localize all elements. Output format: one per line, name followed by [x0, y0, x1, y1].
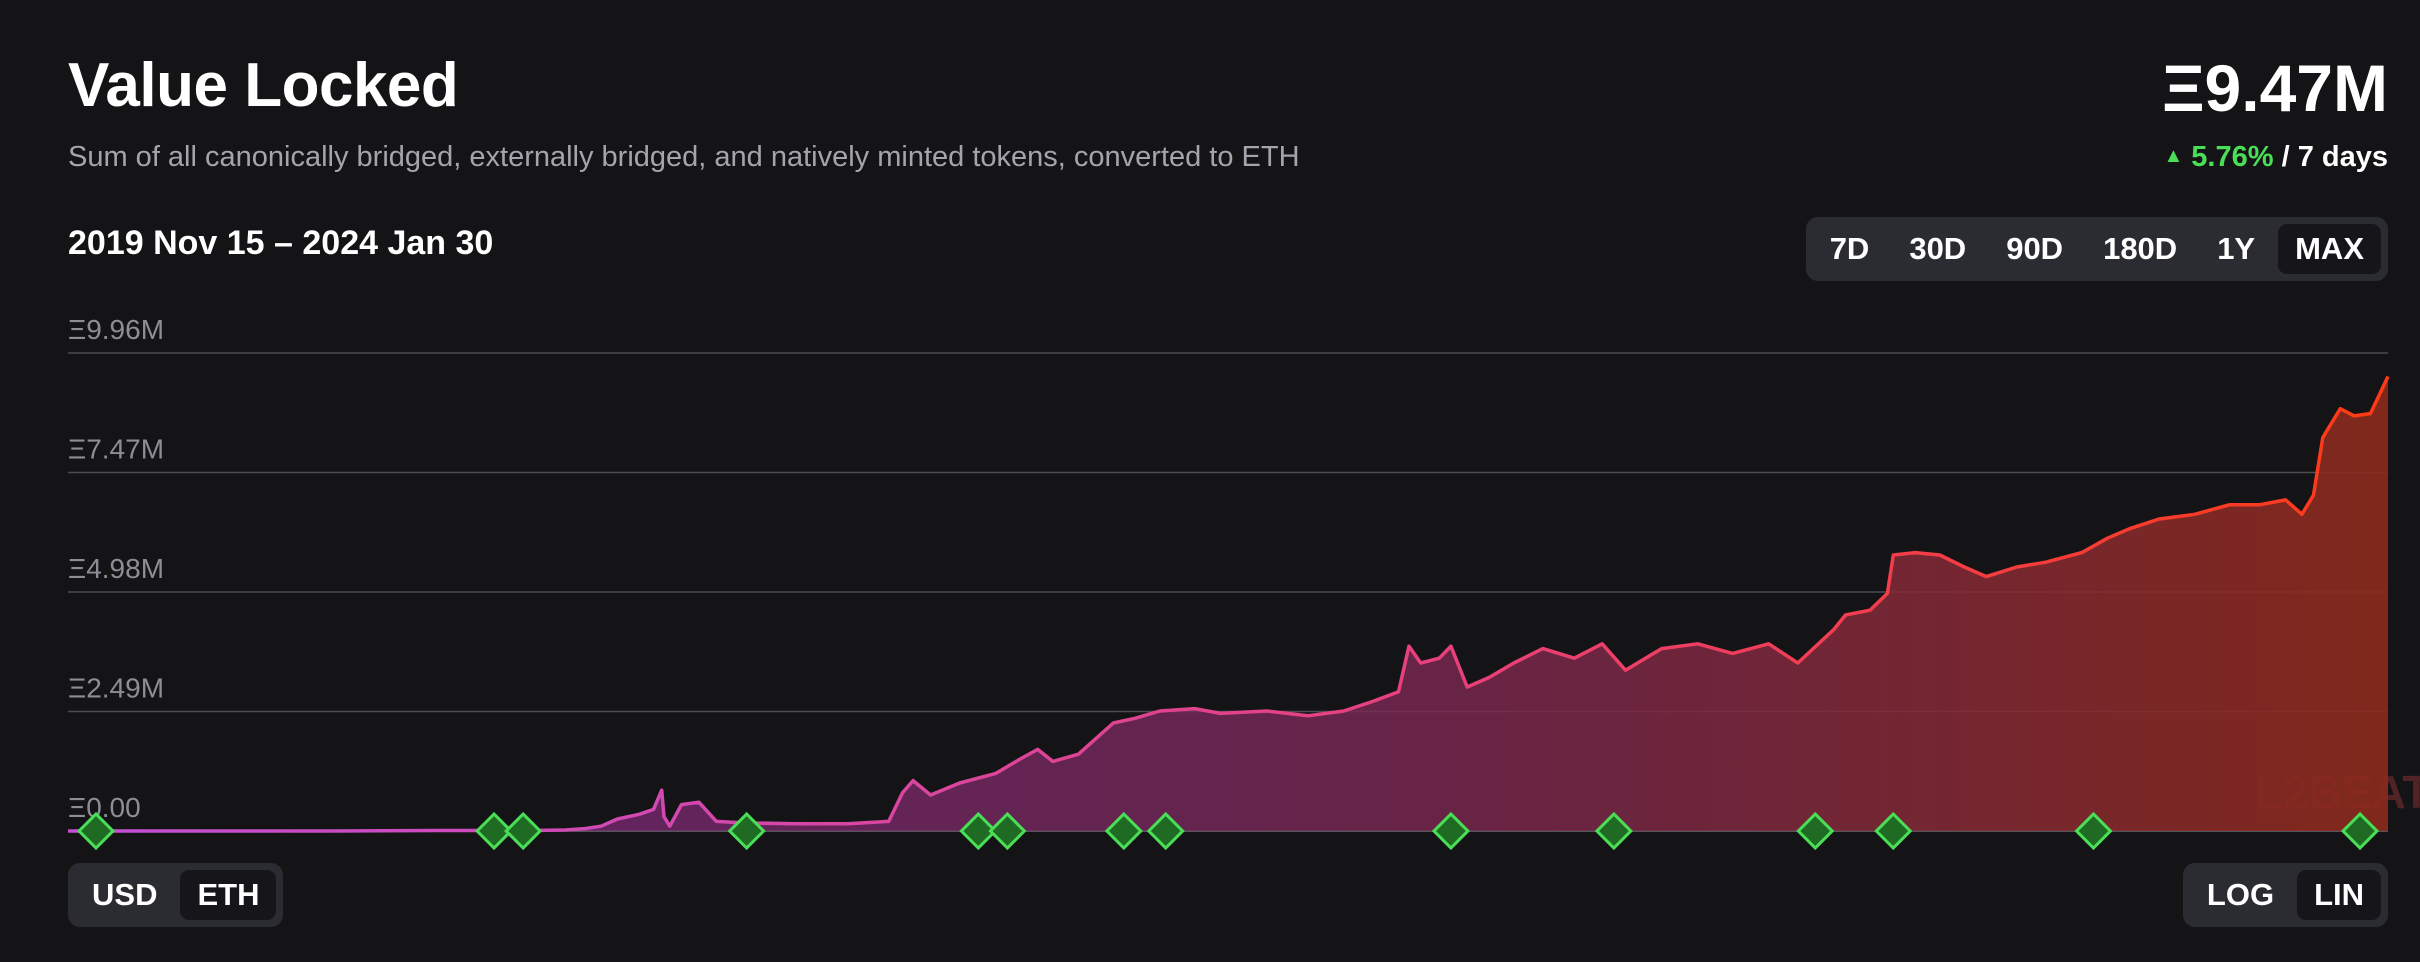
milestone-marker[interactable] — [727, 811, 766, 851]
milestone-marker[interactable] — [2074, 811, 2113, 851]
milestone-marker[interactable] — [1104, 811, 1143, 851]
milestone-marker[interactable] — [474, 811, 514, 851]
range-option-max[interactable]: MAX — [2278, 224, 2381, 274]
date-range: 2019 Nov 15 – 2024 Jan 30 — [68, 224, 494, 262]
area-fill — [68, 376, 2388, 831]
scale-toggle: LOG LIN — [2182, 863, 2388, 927]
series-line — [68, 375, 2390, 833]
range-option-1y[interactable]: 1Y — [2217, 231, 2256, 266]
milestone-marker[interactable] — [1594, 811, 1633, 851]
range-option-7d[interactable]: 7D — [1829, 231, 1870, 266]
milestone-marker[interactable] — [504, 811, 543, 851]
total-value: Ξ9.47M — [2162, 51, 2388, 125]
y-tick-label: Ξ2.49M — [68, 673, 164, 704]
unit-option-usd[interactable]: USD — [92, 877, 158, 912]
y-tick-label: Ξ9.96M — [68, 314, 164, 345]
unit-toggle: USD ETH — [68, 863, 284, 927]
page-title: Value Locked — [68, 51, 459, 120]
milestone-marker[interactable] — [76, 811, 116, 851]
scale-option-lin[interactable]: LIN — [2297, 870, 2381, 920]
y-axis: Ξ0.00 Ξ2.49M Ξ4.98M Ξ7.47M Ξ9.96M — [68, 314, 164, 823]
y-tick-label: Ξ0.00 — [68, 792, 141, 823]
range-option-30d[interactable]: 30D — [1909, 231, 1967, 266]
page-subtitle: Sum of all canonically bridged, external… — [68, 141, 1300, 173]
change-period: / 7 days — [2281, 141, 2388, 173]
y-tick-label: Ξ7.47M — [68, 434, 164, 465]
milestone-marker[interactable] — [1146, 811, 1185, 851]
arrow-up-icon: ▲ — [2163, 145, 2184, 167]
milestones — [76, 811, 2380, 851]
milestone-marker[interactable] — [959, 811, 998, 851]
milestone-marker[interactable] — [1874, 811, 1913, 851]
change-percent: 5.76% — [2191, 141, 2274, 173]
range-option-180d[interactable]: 180D — [2103, 231, 2178, 266]
y-tick-label: Ξ4.98M — [68, 553, 164, 584]
scale-option-log[interactable]: LOG — [2206, 877, 2275, 912]
unit-option-eth[interactable]: ETH — [180, 870, 277, 920]
milestone-marker[interactable] — [1796, 811, 1835, 851]
milestone-marker[interactable] — [2340, 811, 2380, 851]
milestone-marker[interactable] — [1431, 811, 1471, 851]
change-indicator: ▲ 5.76% / 7 days — [2164, 141, 2389, 174]
range-option-90d[interactable]: 90D — [2006, 231, 2064, 266]
range-selector: 7D 30D 90D 180D 1Y MAX — [1805, 217, 2388, 281]
milestone-marker[interactable] — [988, 811, 1027, 851]
